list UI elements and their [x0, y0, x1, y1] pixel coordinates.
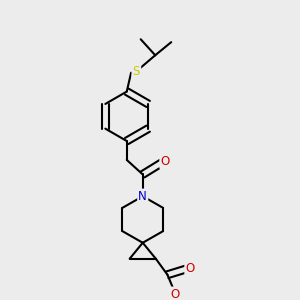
Text: O: O: [185, 262, 195, 275]
Text: S: S: [133, 65, 140, 78]
Text: O: O: [170, 288, 179, 300]
Text: N: N: [138, 190, 147, 203]
Text: O: O: [160, 155, 170, 168]
